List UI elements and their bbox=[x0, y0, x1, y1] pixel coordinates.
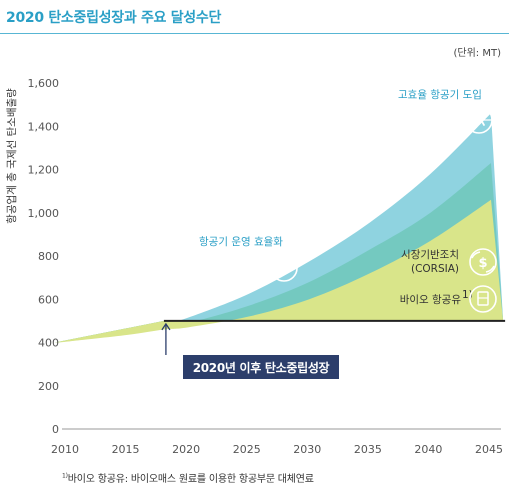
drone-glyph bbox=[275, 263, 293, 275]
series-label: 바이오 항공유 bbox=[400, 294, 462, 306]
series-label: 고효율 항공기 도입 bbox=[398, 88, 482, 101]
y-tick-label: 600 bbox=[38, 293, 59, 306]
callout-arrow-head bbox=[161, 322, 171, 331]
dollar-exchange-icon bbox=[469, 248, 497, 276]
drone-icon bbox=[270, 254, 298, 282]
unit-label: (단위: MT) bbox=[453, 48, 502, 59]
carbon-neutral-growth-callout: 2020년 이후 탄소중립성장 bbox=[183, 355, 339, 379]
x-tick-label: 2020 bbox=[172, 443, 200, 456]
footnote: 1)바이오 항공유: 바이오매스 원료를 이용한 항공부문 대체연료 bbox=[62, 470, 314, 485]
x-tick-label: 2010 bbox=[51, 443, 79, 456]
y-tick-label: 400 bbox=[38, 337, 59, 350]
chart-title: 2020 탄소중립성장과 주요 달성수단 bbox=[6, 10, 222, 26]
series-label: 항공기 운영 효율화 bbox=[199, 236, 283, 248]
series-label: (CORSIA) bbox=[411, 263, 459, 275]
exchange-arrows bbox=[471, 251, 495, 273]
y-tick-label: 1,000 bbox=[28, 207, 60, 220]
drone-shape bbox=[275, 263, 293, 275]
y-tick-label: 800 bbox=[38, 250, 59, 263]
series-label-sup: 1) bbox=[462, 289, 473, 301]
fuel-barrel-icon bbox=[469, 285, 497, 313]
chart-areas bbox=[54, 113, 504, 343]
x-tick-label: 2030 bbox=[293, 443, 321, 456]
area-bio-fuel bbox=[54, 199, 504, 343]
series-icons: $ bbox=[270, 106, 497, 313]
x-tick-label: 2045 bbox=[475, 443, 503, 456]
dollar-glyph: $ bbox=[478, 256, 487, 271]
y-tick-label: 1,400 bbox=[28, 120, 60, 133]
footnote-marker: 1) bbox=[62, 472, 68, 480]
airplane-strike bbox=[464, 119, 494, 121]
y-tick-label: 1,600 bbox=[28, 77, 60, 90]
y-tick-label: 0 bbox=[52, 423, 59, 436]
x-tick-label: 2035 bbox=[354, 443, 382, 456]
footnote-text: 바이오 항공유: 바이오매스 원료를 이용한 항공부문 대체연료 bbox=[67, 474, 314, 485]
y-axis-label: 항공업계 총 국제선 탄소배출량 bbox=[5, 88, 18, 224]
x-tick-label: 2025 bbox=[233, 443, 261, 456]
callout-arrow bbox=[161, 322, 171, 355]
airplane-glyph bbox=[464, 113, 494, 128]
chart-axes: 0 200 400 600 800 1,000 1,200 1,400 1,600 2010 201… bbox=[5, 77, 503, 456]
x-tick-label: 2040 bbox=[414, 443, 442, 456]
y-tick-label: 200 bbox=[38, 380, 59, 393]
series-label: 시장기반조치 bbox=[401, 249, 459, 261]
x-tick-label: 2015 bbox=[112, 443, 140, 456]
y-tick-label: 1,200 bbox=[28, 164, 60, 177]
title-divider bbox=[0, 33, 509, 34]
